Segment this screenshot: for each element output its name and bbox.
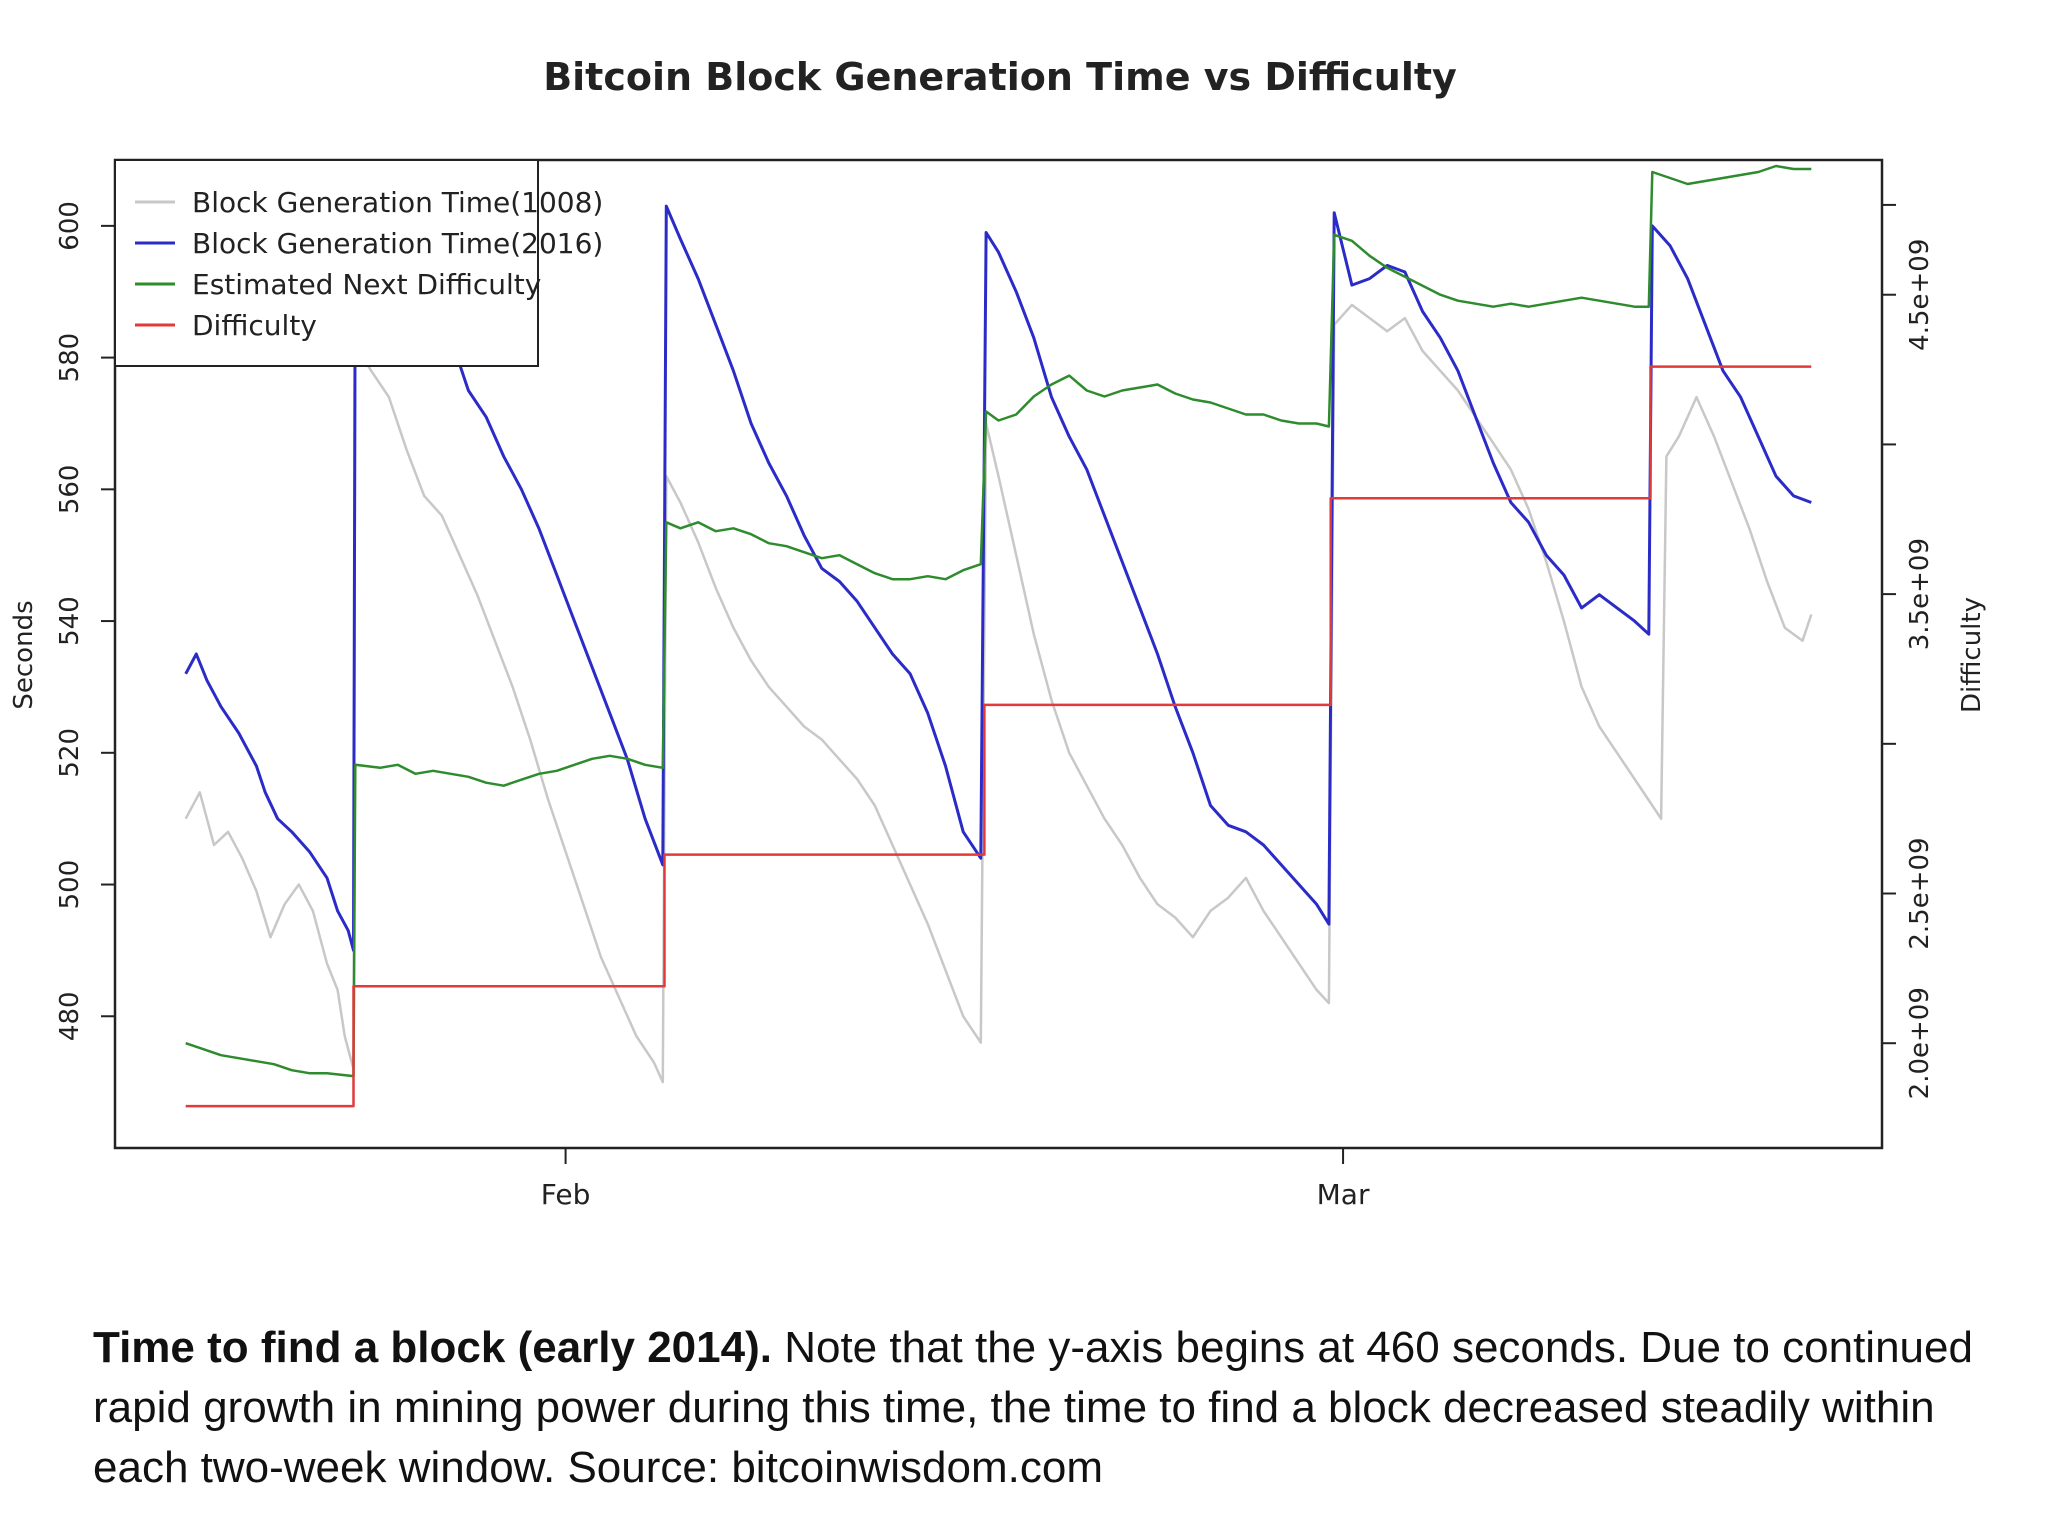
x-tick-label-0: Feb — [541, 1178, 591, 1211]
y2-tick-label-1: 2.5e+09 — [1905, 837, 1935, 949]
y-tick-label-1: 500 — [55, 860, 85, 910]
x-tick-label-1: Mar — [1317, 1178, 1370, 1211]
chart: Bitcoin Block Generation Time vs Difficu… — [9, 55, 1987, 1211]
legend-label-3: Difficulty — [192, 309, 317, 342]
y2-tick-label-3: 3.5e+09 — [1905, 538, 1935, 650]
y-tick-label-3: 540 — [55, 596, 85, 646]
series-line-0 — [184, 303, 1813, 1084]
legend-label-2: Estimated Next Difficulty — [192, 268, 541, 301]
legend-box — [114, 159, 539, 367]
legend-label-1: Block Generation Time(2016) — [192, 227, 603, 260]
series-line-2 — [185, 164, 1812, 1078]
caption-bold: Time to find a block (early 2014). — [93, 1323, 772, 1372]
chart-title: Bitcoin Block Generation Time vs Difficu… — [543, 55, 1457, 99]
y-tick-label-4: 560 — [55, 465, 85, 515]
figure-caption: Time to find a block (early 2014). Note … — [93, 1318, 1973, 1498]
caption-text: Note that the y-axis begins at 460 secon… — [93, 1323, 1973, 1492]
y-tick-label-5: 580 — [55, 333, 85, 383]
y2-axis-label: Difficulty — [1957, 597, 1987, 713]
y-tick-label-2: 520 — [55, 728, 85, 778]
y-axis-label: Seconds — [9, 600, 39, 709]
legend-label-0: Block Generation Time(1008) — [192, 186, 603, 219]
y2-tick-label-5: 4.5e+09 — [1905, 239, 1935, 351]
y-tick-label-6: 600 — [55, 201, 85, 251]
plot-frame — [113, 158, 1884, 1150]
series-line-3 — [185, 365, 1812, 1108]
y2-tick-label-0: 2.0e+09 — [1905, 987, 1935, 1099]
legend: Block Generation Time(1008) Block Generat… — [114, 159, 603, 367]
y-tick-label-0: 480 — [55, 991, 85, 1041]
axes-layer: 480 500 520 540 560 580 600 2.0e+09 2.5e+09 3.5e+… — [55, 201, 1935, 1211]
